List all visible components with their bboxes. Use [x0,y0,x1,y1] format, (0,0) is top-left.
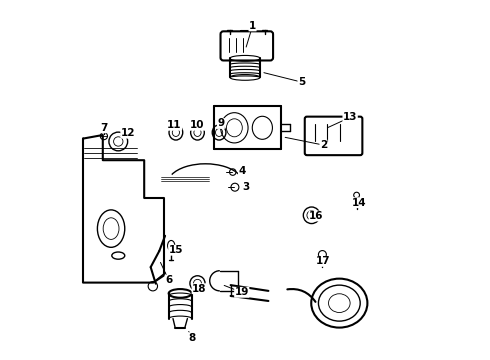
Text: 11: 11 [167,120,182,130]
Text: 5: 5 [298,77,305,87]
Text: 19: 19 [235,287,249,297]
Text: 10: 10 [190,120,205,130]
Text: 3: 3 [243,182,250,192]
Text: 6: 6 [165,275,172,285]
Text: 16: 16 [309,211,323,221]
Text: 9: 9 [218,118,224,129]
FancyBboxPatch shape [220,31,273,60]
Text: 12: 12 [121,128,135,138]
Text: 18: 18 [192,284,206,294]
Text: 13: 13 [343,112,357,122]
Text: 15: 15 [169,245,183,255]
Text: 8: 8 [189,333,196,343]
FancyBboxPatch shape [305,117,363,155]
Text: 4: 4 [239,166,246,176]
Text: 17: 17 [316,256,331,266]
Text: 1: 1 [249,21,256,31]
Text: 14: 14 [352,198,367,208]
Text: 2: 2 [320,140,327,150]
Text: 7: 7 [100,123,108,133]
